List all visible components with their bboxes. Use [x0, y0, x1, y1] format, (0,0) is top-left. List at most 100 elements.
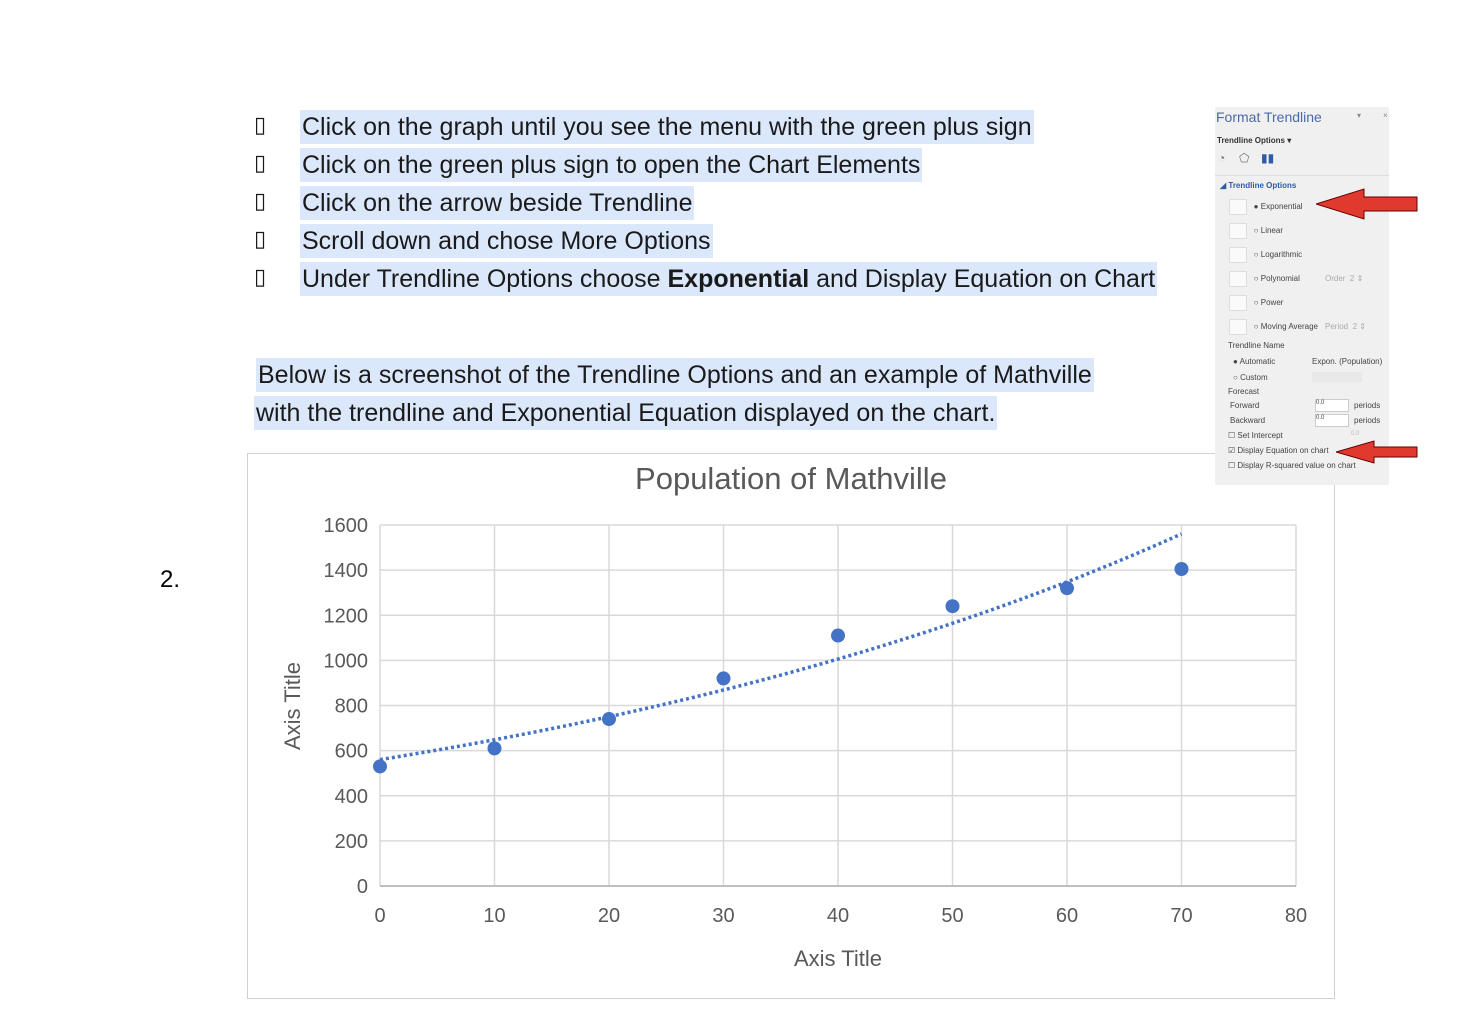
display-r-squared-checkbox[interactable]: ☐ Display R-squared value on chart [1228, 461, 1356, 470]
type-label: Logarithmic [1260, 250, 1303, 260]
item-number: 2. [160, 566, 181, 593]
trendline-thumbnail-icon [1229, 295, 1247, 311]
type-extra[interactable]: Period 2 ⇕ [1325, 322, 1366, 331]
radio-icon: ○ [1253, 274, 1259, 284]
data-point [373, 759, 387, 774]
y-tick-label: 0 [357, 876, 368, 898]
y-tick-label: 200 [335, 831, 368, 853]
bar-chart-icon[interactable]: ▮▮ [1261, 151, 1275, 165]
x-tick-label: 0 [374, 905, 385, 927]
set-intercept-checkbox[interactable]: ☐ Set Intercept [1228, 431, 1283, 440]
paragraph-line-2: with the trendline and Exponential Equat… [254, 396, 998, 430]
x-tick-label: 30 [712, 905, 734, 927]
x-tick-label: 20 [598, 905, 620, 927]
panel-title: Format Trendline [1216, 109, 1322, 125]
trendline-type-moving-average[interactable]: ○ Moving Average Period 2 ⇕ [1229, 319, 1366, 335]
format-trendline-panel: Format Trendline ▾ × Trendline Options ▾… [1215, 107, 1389, 485]
trendline-type-power[interactable]: ○ Power [1229, 295, 1283, 311]
divider [1215, 175, 1389, 176]
fill-icon[interactable]: ◔ [1218, 151, 1226, 165]
type-label: Power [1260, 298, 1284, 308]
extra-label: Period [1325, 322, 1349, 331]
effects-icon[interactable]: ⬠ [1239, 151, 1250, 165]
chart[interactable]: Population of Mathville Axis Title Axis … [247, 453, 1335, 999]
x-tick-label: 10 [483, 905, 505, 927]
section-dropdown[interactable]: Trendline Options ▾ [1217, 136, 1292, 145]
step-text-pre: Under Trendline Options choose [302, 265, 668, 293]
display-equation-label: Display Equation on chart [1237, 446, 1329, 455]
close-icon[interactable]: × [1383, 111, 1388, 120]
forward-periods-label: periods [1354, 401, 1381, 410]
paragraph-line-1: Below is a screenshot of the Trendline O… [256, 358, 1094, 392]
panel-menu-icon[interactable]: ▾ [1357, 111, 1362, 120]
radio-icon: ○ [1253, 322, 1259, 332]
red-arrow-icon [1316, 188, 1418, 220]
trendline [379, 532, 1183, 762]
automatic-radio[interactable]: ● Automatic [1233, 357, 1276, 366]
trendline-thumbnail-icon [1229, 199, 1247, 215]
x-axis-title: Axis Title [794, 946, 882, 971]
intercept-input[interactable]: 0.0 [1351, 431, 1360, 437]
x-tick-label: 80 [1285, 905, 1307, 927]
red-arrow-icon [1336, 440, 1418, 464]
backward-label: Backward [1230, 416, 1266, 425]
bullet-icon: ▯ [254, 112, 267, 137]
data-point [1060, 581, 1074, 596]
data-point [945, 599, 960, 614]
y-tick-label: 400 [335, 786, 368, 808]
trendline-type-exponential[interactable]: ● Exponential [1229, 199, 1303, 215]
step-text: Click on the arrow beside Trendline [300, 186, 695, 220]
trendline-thumbnail-icon [1229, 247, 1247, 263]
trendline-thumbnail-icon [1229, 223, 1247, 239]
x-tick-label: 50 [941, 905, 963, 927]
forward-input[interactable]: 0.0 [1315, 399, 1349, 412]
radio-icon: ○ [1253, 250, 1259, 260]
backward-periods-label: periods [1354, 416, 1381, 425]
data-point [1174, 561, 1189, 576]
y-tick-label: 600 [335, 741, 368, 763]
y-tick-label: 1200 [324, 605, 369, 627]
data-point [602, 712, 616, 727]
extra-label: Order [1325, 274, 1346, 283]
bullet-icon: ▯ [254, 264, 267, 289]
x-tick-label: 70 [1170, 905, 1192, 927]
display-equation-checkbox[interactable]: ☑ Display Equation on chart [1228, 446, 1329, 455]
trendline-name-label: Trendline Name [1228, 341, 1285, 350]
type-extra[interactable]: Order 2 ⇕ [1325, 274, 1364, 283]
display-r-squared-label: Display R-squared value on chart [1237, 461, 1356, 470]
trendline-thumbnail-icon [1229, 319, 1247, 335]
extra-value: 2 [1349, 274, 1355, 283]
step-text: Scroll down and chose More Options [300, 224, 713, 258]
type-label: Moving Average [1260, 322, 1318, 332]
chart-svg: Population of Mathville Axis Title Axis … [280, 461, 1307, 971]
automatic-label: Automatic [1239, 357, 1276, 366]
bullet-icon: ▯ [254, 226, 267, 251]
custom-name-input[interactable] [1312, 372, 1362, 382]
forecast-label: Forecast [1228, 387, 1260, 396]
automatic-value: Expon. (Population) [1312, 357, 1383, 366]
group-title[interactable]: ◢ Trendline Options [1220, 181, 1297, 190]
step-text: Under Trendline Options choose Exponenti… [300, 262, 1158, 296]
step-text-post: and Display Equation on Chart [809, 265, 1156, 293]
radio-icon: ● [1253, 202, 1259, 212]
data-point [716, 671, 731, 686]
x-tick-label: 60 [1056, 905, 1078, 927]
radio-icon: ○ [1253, 226, 1259, 236]
step-text: Click on the green plus sign to open the… [300, 148, 923, 182]
trendline-type-polynomial[interactable]: ○ Polynomial Order 2 ⇕ [1229, 271, 1363, 287]
trendline-type-logarithmic[interactable]: ○ Logarithmic [1229, 247, 1302, 263]
backward-input[interactable]: 0.0 [1315, 414, 1349, 427]
bullet-icon: ▯ [254, 188, 267, 213]
set-intercept-label: Set Intercept [1237, 431, 1283, 440]
forward-label: Forward [1230, 401, 1260, 410]
step-text-bold: Exponential [667, 265, 810, 293]
custom-radio[interactable]: ○ Custom [1233, 373, 1268, 382]
type-label: Polynomial [1260, 274, 1300, 284]
x-tick-label: 40 [827, 905, 849, 927]
type-label: Exponential [1260, 202, 1303, 212]
y-axis-title: Axis Title [280, 662, 305, 750]
trendline-type-linear[interactable]: ○ Linear [1229, 223, 1283, 239]
y-tick-label: 1400 [324, 560, 369, 582]
bullet-icon: ▯ [254, 150, 267, 175]
trendline-thumbnail-icon [1229, 271, 1247, 287]
